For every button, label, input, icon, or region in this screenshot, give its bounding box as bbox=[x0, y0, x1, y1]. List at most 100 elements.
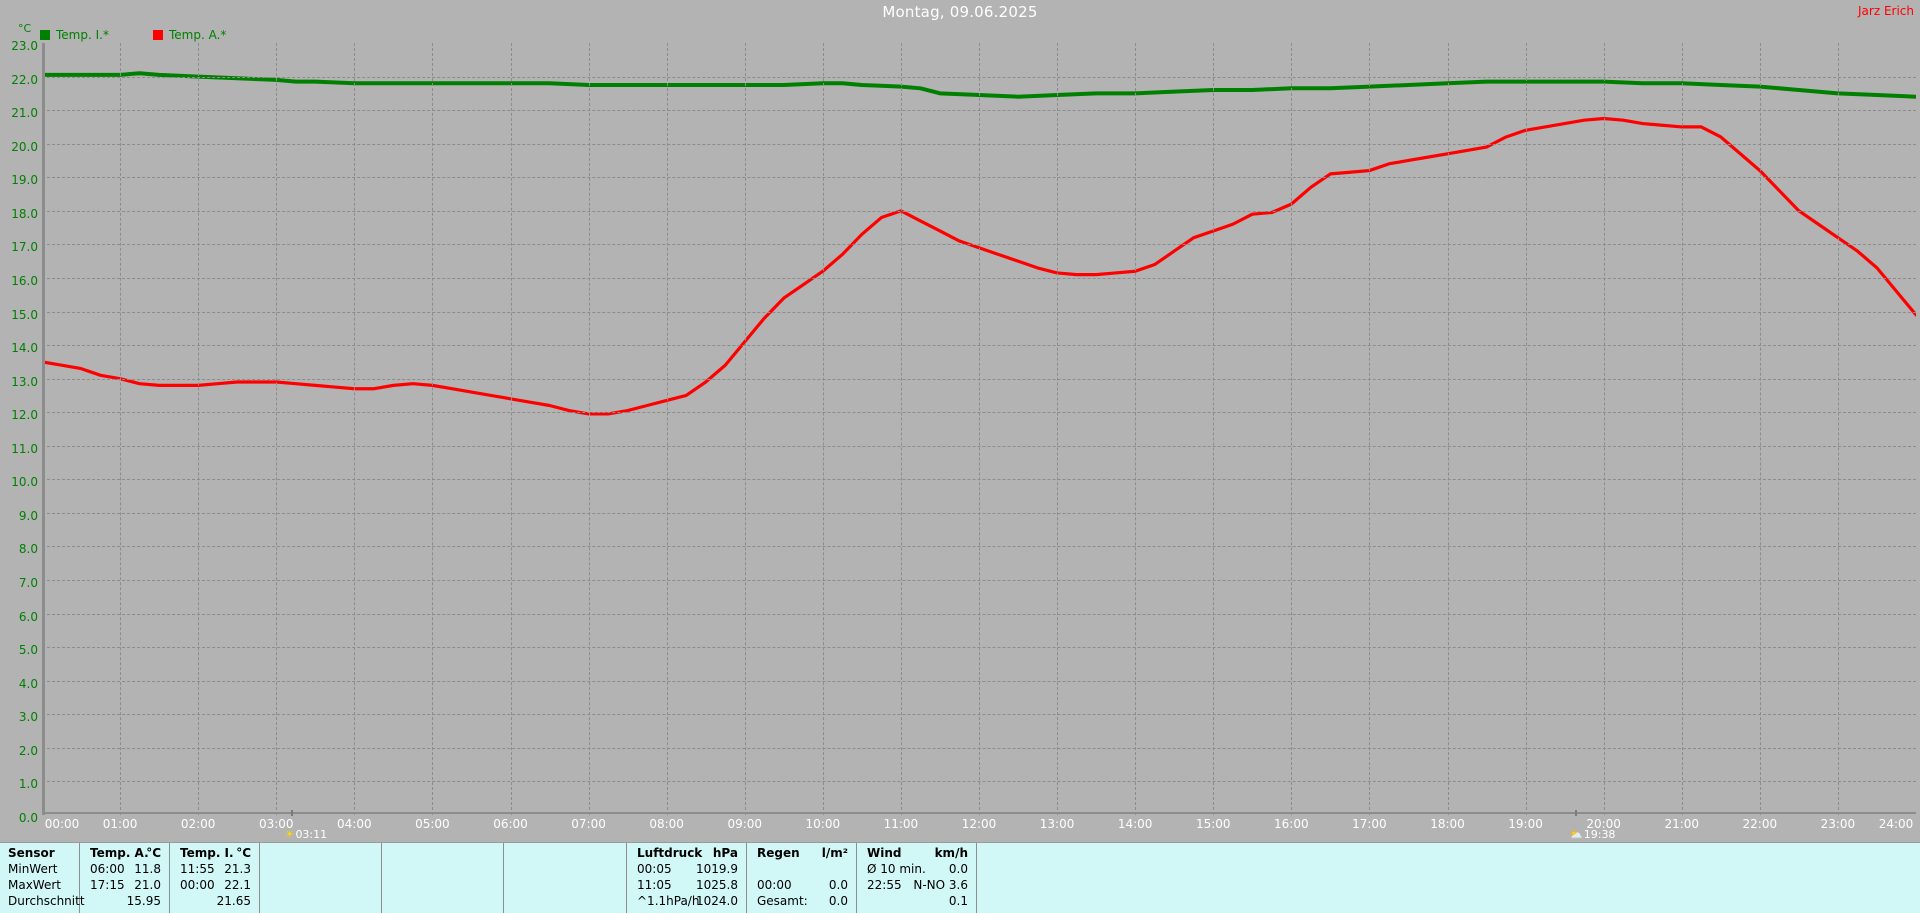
legend-item-label: Temp. A.* bbox=[168, 28, 227, 42]
x-axis-tick-label: 05:00 bbox=[415, 817, 450, 831]
summary-cell-value: 0.1 bbox=[948, 894, 968, 908]
vertical-gridline bbox=[432, 43, 434, 815]
summary-column-regen: Regen l/m² 00:00 0.0 Gesamt: 0.0 bbox=[747, 843, 857, 913]
y-axis-tick-label: 14.0 bbox=[11, 341, 38, 356]
summary-cell-value: N-NO 3.6 bbox=[913, 878, 968, 892]
summary-cell-value: 0.0 bbox=[828, 894, 848, 908]
summary-cell-label: MinWert bbox=[8, 862, 58, 876]
summary-cell-value: 22.1 bbox=[224, 878, 251, 892]
x-axis-tick-label: 21:00 bbox=[1664, 817, 1700, 831]
summary-row: 15.95 bbox=[80, 893, 169, 909]
summary-cell-label: Regen bbox=[757, 846, 800, 860]
summary-column-empty-2 bbox=[382, 843, 504, 913]
vertical-gridline bbox=[744, 43, 746, 815]
vertical-gridline bbox=[1447, 43, 1449, 815]
chart-plot-wrapper: 23.0 22.0 21.0 20.0 19.0 18.0 17.0 16.0 15.0 14.0… bbox=[0, 39, 1920, 825]
summary-cell-value: km/h bbox=[934, 846, 968, 860]
summary-row: 06:00 11.8 bbox=[80, 861, 169, 877]
x-axis-tick-label: 22:00 bbox=[1742, 817, 1778, 831]
x-axis-tick-label: 00:00 bbox=[44, 817, 80, 831]
vertical-gridline bbox=[1759, 43, 1761, 815]
summary-column-luftdruck: Luftdruck hPa 00:05 1019.9 11:05 1025.8 ^1.1hP… bbox=[627, 843, 747, 913]
x-axis-tick-label: 08:00 bbox=[649, 817, 684, 831]
summary-row: Gesamt: 0.0 bbox=[747, 893, 856, 909]
summary-cell-value: 21.3 bbox=[224, 862, 251, 876]
legend-item-temp-aussen: Temp. A.* bbox=[152, 28, 227, 42]
vertical-gridline bbox=[666, 43, 668, 815]
summary-row: Sensor bbox=[0, 845, 79, 861]
summary-column-temp-i: Temp. I. °C 11:55 21.3 00:00 22.1 21.65 bbox=[170, 843, 260, 913]
sunset-time-label: 19:38 bbox=[1583, 828, 1616, 841]
plot-area bbox=[42, 43, 1916, 815]
y-axis-tick-label: 18.0 bbox=[11, 206, 38, 221]
vertical-gridline bbox=[900, 43, 902, 815]
summary-cell-label: 11:05 bbox=[637, 878, 672, 892]
summary-column-wind: Wind km/h Ø 10 min. 0.0 22:55 N-NO 3.6 0.1 bbox=[857, 843, 977, 913]
summary-row: 17:15 21.0 bbox=[80, 877, 169, 893]
x-axis: 00:00 01:00 02:00 03:00 04:00 05:00 06:00 07:00… bbox=[0, 810, 1920, 842]
x-axis-tick-label: 06:00 bbox=[493, 817, 528, 831]
vertical-gridline bbox=[1135, 43, 1137, 815]
y-axis-tick-label: 0.0 bbox=[18, 811, 38, 825]
red-square-icon bbox=[152, 30, 163, 40]
summary-cell-value: 1025.8 bbox=[696, 878, 738, 892]
vertical-gridline bbox=[1369, 43, 1371, 815]
vertical-gridline bbox=[979, 43, 980, 815]
summary-row: 11:55 21.3 bbox=[170, 861, 259, 877]
x-axis-tick-label: 02:00 bbox=[180, 817, 216, 831]
sunset-marker: ⛅ 19:38 bbox=[1569, 828, 1615, 841]
summary-row bbox=[747, 861, 856, 877]
summary-cell-label: Sensor bbox=[8, 846, 55, 860]
y-axis-tick-label: 12.0 bbox=[11, 408, 38, 423]
sunset-icon: ⛅ bbox=[1569, 828, 1583, 841]
y-axis-tick-label: 20.0 bbox=[11, 139, 38, 154]
legend-item-temp-innen: Temp. I.* bbox=[40, 28, 109, 42]
x-axis-tick-label: 14:00 bbox=[1117, 817, 1153, 831]
sunrise-icon: ☀ bbox=[284, 828, 295, 841]
x-axis-tick-label: 16:00 bbox=[1274, 817, 1309, 831]
summary-cell-value: 21.0 bbox=[134, 878, 161, 892]
y-axis-tick-label: 5.0 bbox=[18, 643, 38, 658]
summary-cell-label: MaxWert bbox=[8, 878, 61, 892]
x-axis-tick-label: 20:00 bbox=[1586, 817, 1621, 831]
vertical-gridline bbox=[354, 43, 356, 815]
summary-column-spacer bbox=[977, 843, 1920, 913]
y-axis-tick-label: 16.0 bbox=[11, 273, 38, 288]
summary-cell-value: 15.95 bbox=[126, 894, 161, 908]
summary-column-empty-3 bbox=[504, 843, 627, 913]
x-axis-tick-label: 18:00 bbox=[1430, 817, 1465, 831]
summary-row: 0.1 bbox=[857, 893, 976, 909]
legend-item-label: Temp. I.* bbox=[56, 28, 109, 42]
vertical-gridline bbox=[1837, 43, 1839, 815]
vertical-gridline bbox=[510, 43, 512, 815]
summary-cell-label: ^1.1hPa/h bbox=[637, 894, 700, 908]
summary-row: Durchschnitt bbox=[0, 893, 85, 909]
summary-row: Regen l/m² bbox=[747, 845, 856, 861]
chart-header: Montag, 09.06.2025 Jarz Erich bbox=[0, 0, 1920, 26]
summary-cell-value: °C bbox=[236, 846, 251, 860]
x-axis-tick-label: 23:00 bbox=[1820, 817, 1856, 831]
y-axis-tick-label: 8.0 bbox=[18, 542, 38, 557]
y-axis-tick-label: 23.0 bbox=[11, 39, 38, 53]
x-axis-tick-label: 01:00 bbox=[102, 817, 138, 831]
y-axis-tick-label: 17.0 bbox=[11, 240, 38, 255]
vertical-gridline bbox=[1291, 43, 1293, 815]
summary-row: MaxWert bbox=[0, 877, 79, 893]
vertical-gridline bbox=[1057, 43, 1059, 815]
green-square-icon bbox=[40, 30, 50, 40]
y-axis-tick-label: 9.0 bbox=[18, 508, 38, 523]
y-axis-tick-label: 2.0 bbox=[18, 743, 38, 758]
y-axis-tick-label: 13.0 bbox=[11, 374, 38, 389]
summary-cell-value: °C bbox=[146, 846, 161, 860]
summary-cell-label: 00:00 bbox=[180, 878, 215, 892]
y-axis-tick-label: 22.0 bbox=[11, 72, 38, 87]
y-axis-tick-label: 7.0 bbox=[18, 576, 38, 591]
vertical-gridline bbox=[120, 43, 122, 815]
chart-legend: Temp. I.* Temp. A.* bbox=[40, 28, 270, 42]
summary-cell-label: Luftdruck bbox=[637, 846, 703, 860]
x-axis-tick-label: 07:00 bbox=[571, 817, 606, 831]
owner-label: Jarz Erich bbox=[1858, 4, 1914, 18]
x-axis-tick-label: 12:00 bbox=[961, 817, 997, 831]
x-axis-line bbox=[42, 812, 1916, 814]
summary-column-temp-a: Temp. A. °C 06:00 11.8 17:15 21.0 15.95 bbox=[80, 843, 170, 913]
